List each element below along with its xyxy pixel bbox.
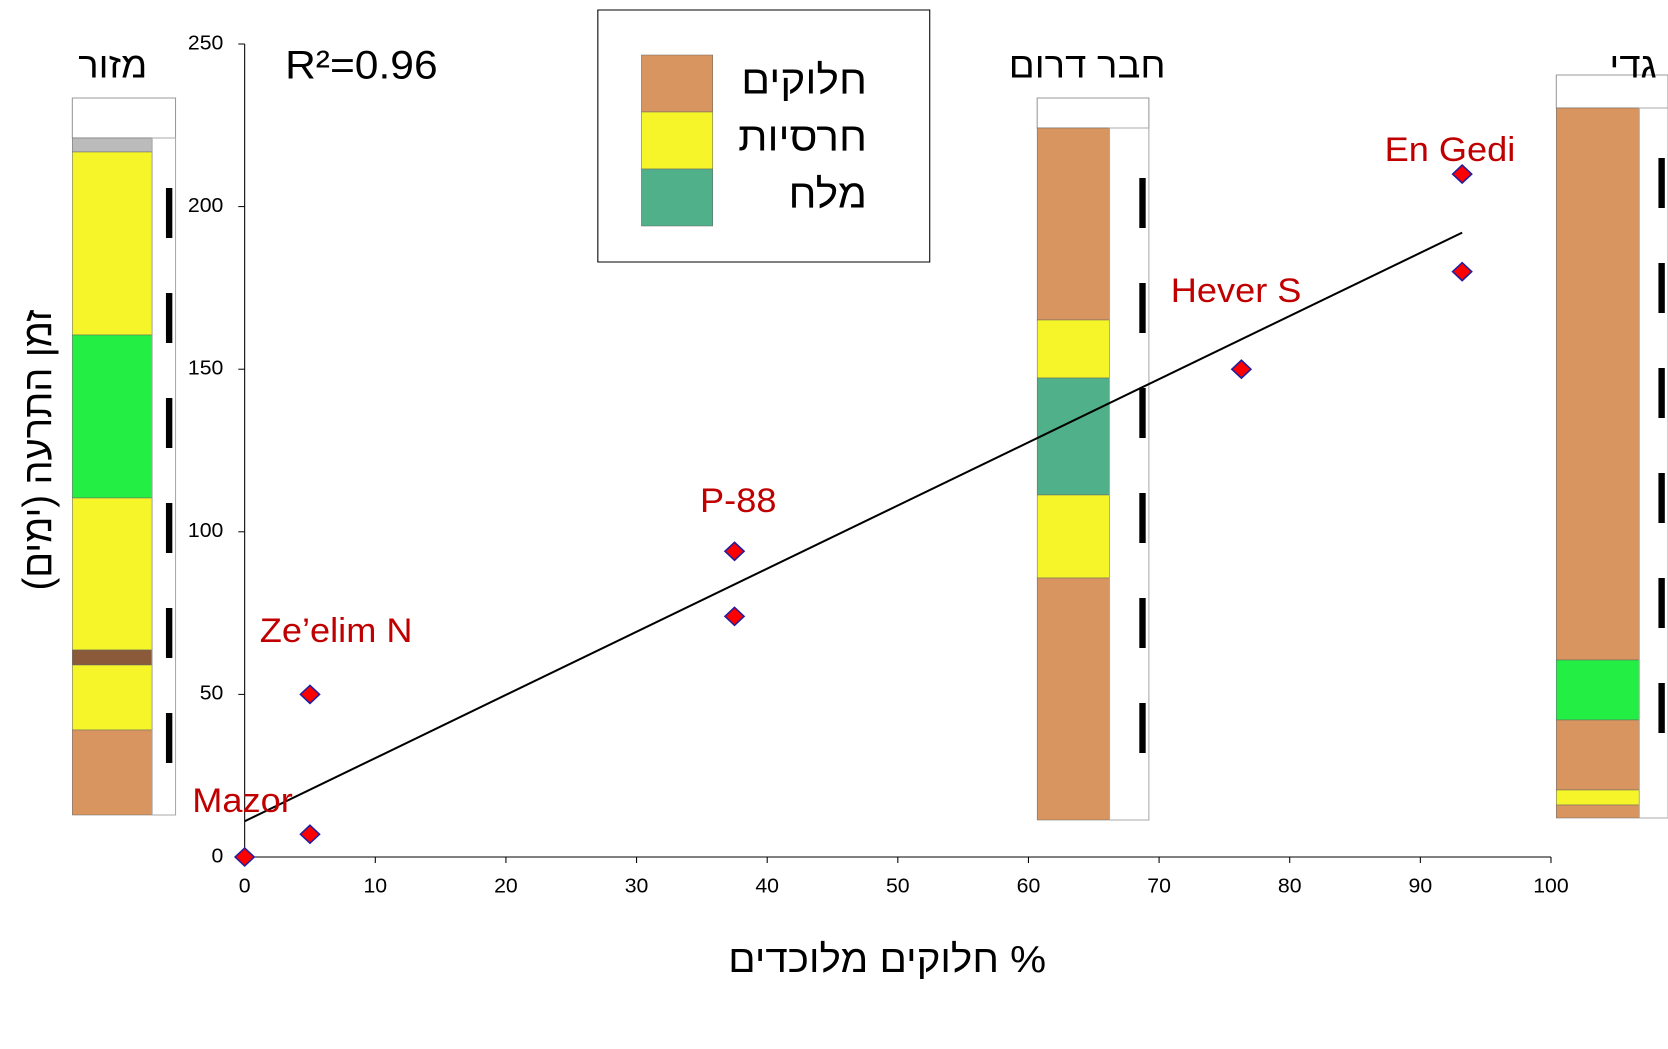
scale-segment	[1658, 578, 1664, 628]
scale-segment	[166, 503, 172, 553]
trendline	[245, 233, 1462, 822]
y-tick-label: 50	[200, 682, 224, 704]
strata-layer	[72, 665, 152, 730]
scale-segment	[1658, 683, 1664, 733]
point-label: Mazor	[192, 782, 293, 820]
y-tick-label: 0	[212, 845, 224, 867]
y-tick-label: 150	[188, 357, 223, 379]
x-tick-label: 30	[625, 875, 649, 897]
scale-segment	[166, 713, 172, 763]
point-label: En Gedi	[1385, 131, 1516, 169]
data-point	[235, 848, 254, 866]
column-header	[72, 98, 175, 138]
strata-layer	[72, 730, 152, 815]
strata-layer	[1556, 720, 1639, 790]
data-point	[1453, 263, 1472, 281]
scale-segment	[1139, 178, 1145, 228]
strata-layer	[72, 335, 152, 498]
scale-segment	[1139, 493, 1145, 543]
point-label: Hever S	[1171, 272, 1302, 310]
strata-layer	[1037, 320, 1109, 378]
x-tick-label: 70	[1147, 875, 1171, 897]
strata-layer	[1037, 378, 1109, 495]
scale-segment	[1658, 158, 1664, 208]
scale-segment	[166, 293, 172, 343]
y-tick-label: 100	[188, 520, 223, 542]
scale-segment	[1658, 368, 1664, 418]
scale-segment	[1139, 703, 1145, 753]
strata-layer	[1556, 660, 1639, 720]
chart: 0 50 100 150 200 250 0 10 20 30 40 50 60 70 80 90 100 Maz…	[0, 0, 1668, 1044]
x-tick-label: 0	[239, 875, 251, 897]
legend-swatch	[641, 169, 712, 226]
strata-layer	[1556, 805, 1639, 818]
data-point	[1232, 360, 1251, 378]
y-axis-title: זמן התרעה (ימים)	[15, 309, 60, 590]
strata-layer	[1037, 495, 1109, 578]
column-header	[1037, 98, 1149, 128]
scale-segment	[1139, 283, 1145, 333]
strata-layer	[72, 498, 152, 650]
point-label: Ze’elim N	[260, 612, 413, 650]
x-axis-title: % חלוקים מלוכדים	[728, 938, 1046, 981]
column-title: מזור	[78, 45, 147, 86]
x-tick-label: 80	[1278, 875, 1302, 897]
column-title: עין גדי	[1609, 45, 1668, 86]
strata-layer	[72, 152, 152, 335]
strata-layer	[72, 138, 152, 152]
strata-layer	[1556, 108, 1639, 660]
data-point	[725, 607, 744, 625]
data-point	[300, 825, 319, 843]
legend-label: חלוקים	[741, 58, 867, 103]
x-tick-label: 90	[1409, 875, 1433, 897]
legend-label: מלח	[788, 172, 867, 217]
x-tick-label: 60	[1017, 875, 1041, 897]
scale-segment	[166, 398, 172, 448]
strata-layer	[72, 650, 152, 665]
scale-segment	[166, 608, 172, 658]
y-tick-label: 250	[188, 32, 223, 54]
scale-segment	[1139, 598, 1145, 648]
scale-segment	[1658, 263, 1664, 313]
scale-segment	[166, 188, 172, 238]
legend-swatch	[641, 112, 712, 169]
strata-layer	[1556, 790, 1639, 805]
x-tick-label: 20	[494, 875, 518, 897]
data-point	[300, 685, 319, 703]
x-tick-label: 40	[755, 875, 779, 897]
scale-segment	[1658, 473, 1664, 523]
legend-swatch	[641, 55, 712, 112]
scale-segment	[1139, 388, 1145, 438]
x-tick-label: 10	[363, 875, 387, 897]
y-tick-label: 200	[188, 194, 223, 216]
data-point	[725, 542, 744, 560]
column-title: חבר דרום	[1009, 45, 1166, 86]
point-label: P-88	[700, 482, 776, 520]
legend-label: חרסיות	[738, 115, 867, 160]
x-tick-label: 50	[886, 875, 910, 897]
r-squared: R²=0.96	[285, 43, 438, 88]
x-tick-label: 100	[1533, 875, 1568, 897]
strata-layer	[1037, 128, 1109, 320]
strata-layer	[1037, 578, 1109, 820]
